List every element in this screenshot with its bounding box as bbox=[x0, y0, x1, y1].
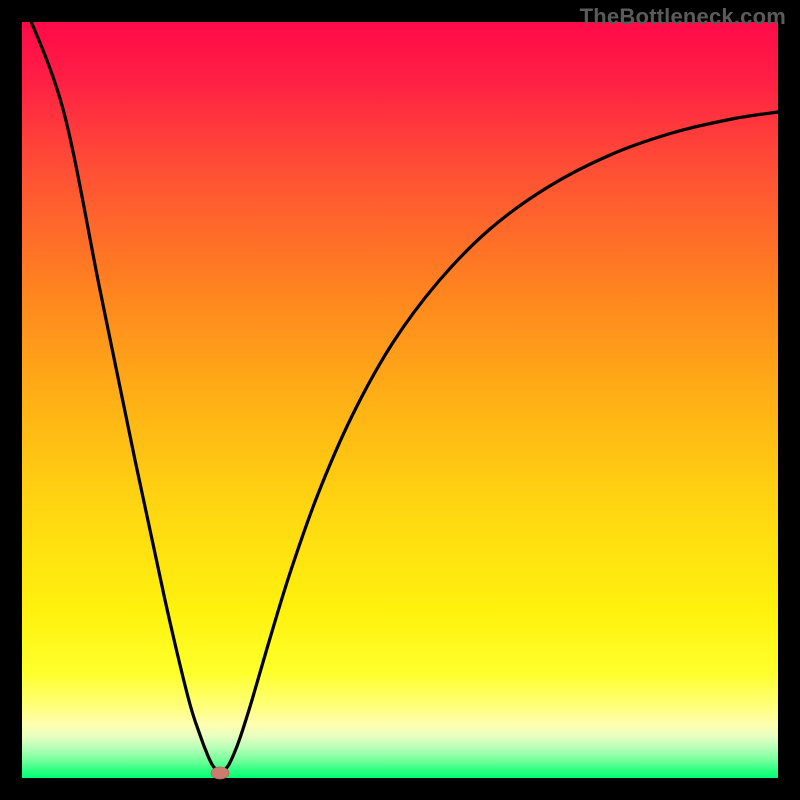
bottleneck-curve-chart: TheBottleneck.com bbox=[0, 0, 800, 800]
optimal-point-marker bbox=[211, 767, 229, 779]
watermark-text: TheBottleneck.com bbox=[580, 4, 786, 30]
chart-svg bbox=[0, 0, 800, 800]
